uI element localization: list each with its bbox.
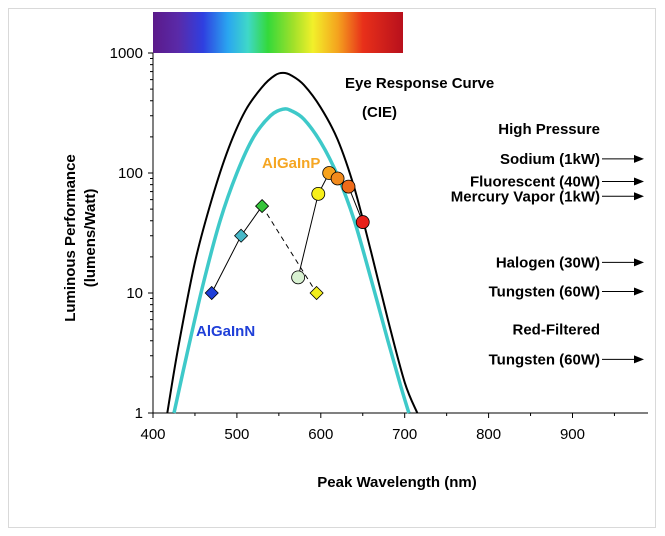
x-tick-label: 700 — [392, 426, 417, 443]
x-tick-label: 800 — [476, 426, 501, 443]
lamp-arrowhead — [634, 192, 644, 201]
lamp-label: Fluorescent (40W) — [470, 173, 600, 190]
lamp-label: High Pressure — [498, 121, 600, 138]
chart-frame — [8, 8, 656, 528]
cyan-response-curve — [172, 107, 411, 414]
x-tick-label: 500 — [224, 426, 249, 443]
eye-response-curve — [166, 71, 419, 414]
y-tick-label: 1000 — [110, 45, 143, 62]
eye-curve-label-line2: (CIE) — [362, 104, 397, 121]
lamp-label: Tungsten (60W) — [489, 283, 600, 300]
spectrum-bar — [153, 12, 403, 53]
y-tick-label: 1 — [135, 405, 143, 422]
lamp-arrowhead — [634, 355, 644, 364]
x-tick-label: 900 — [560, 426, 585, 443]
lamp-label: Sodium (1kW) — [500, 151, 600, 168]
y-axis-title-line2: (lumens/Watt) — [82, 189, 99, 288]
algainp-label: AlGaInP — [262, 155, 320, 172]
lamp-arrowhead — [634, 258, 644, 267]
lamp-label: Mercury Vapor (1kW) — [451, 188, 600, 205]
algainn-label: AlGaInN — [196, 323, 255, 340]
lamp-arrowhead — [634, 177, 644, 186]
data-point-diamond — [234, 228, 249, 243]
data-point-diamond — [204, 285, 219, 301]
lamp-label: Tungsten (60W) — [489, 351, 600, 368]
y-axis-title-line1: Luminous Performance — [62, 154, 79, 322]
data-point-circle — [330, 171, 345, 186]
dashed-connector-line — [261, 205, 318, 294]
data-point-circle — [291, 270, 306, 285]
x-tick-label: 400 — [140, 426, 165, 443]
lamp-arrowhead — [634, 287, 644, 296]
y-tick-label: 100 — [118, 165, 143, 182]
data-point-circle — [311, 186, 326, 201]
data-point-diamond — [255, 199, 270, 214]
x-axis-title: Peak Wavelength (nm) — [317, 474, 476, 491]
data-point-circle — [355, 215, 370, 229]
eye-curve-label-line1: Eye Response Curve — [345, 75, 494, 92]
lamp-label: Red-Filtered — [512, 321, 600, 338]
lamp-arrowhead — [634, 154, 644, 163]
y-tick-label: 10 — [126, 285, 143, 302]
lamp-label: Halogen (30W) — [496, 254, 600, 271]
data-point-diamond — [309, 285, 324, 301]
x-tick-label: 600 — [308, 426, 333, 443]
data-point-circle — [341, 179, 356, 194]
